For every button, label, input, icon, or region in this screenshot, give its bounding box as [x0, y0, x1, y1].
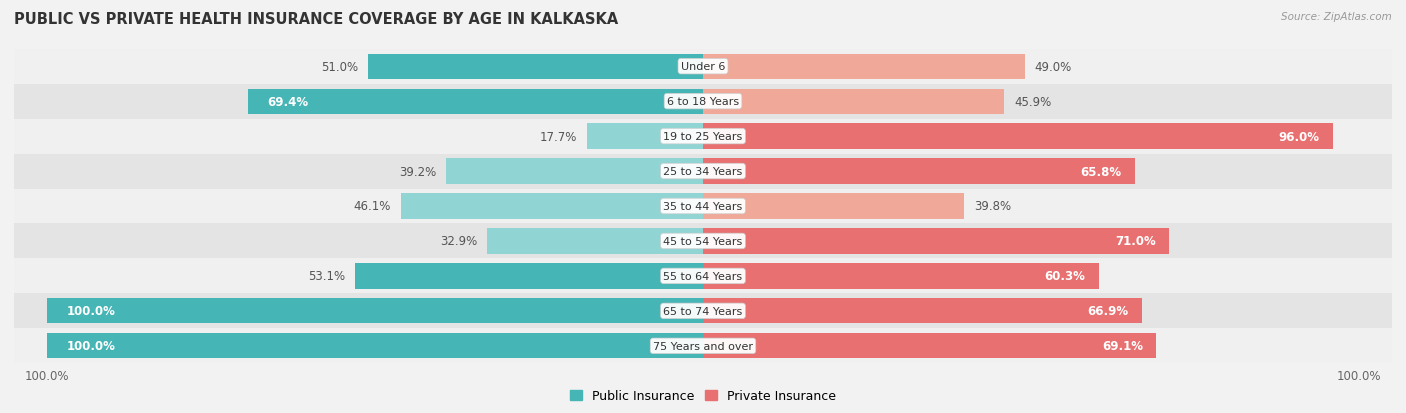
Text: 39.8%: 39.8%	[974, 200, 1011, 213]
Bar	[14, 189, 1392, 224]
Bar	[14, 154, 1392, 189]
Text: 35 to 44 Years: 35 to 44 Years	[664, 202, 742, 211]
Text: PUBLIC VS PRIVATE HEALTH INSURANCE COVERAGE BY AGE IN KALKASKA: PUBLIC VS PRIVATE HEALTH INSURANCE COVER…	[14, 12, 619, 27]
Bar	[14, 294, 1392, 329]
Legend: Public Insurance, Private Insurance: Public Insurance, Private Insurance	[565, 385, 841, 408]
Bar	[247, 89, 703, 114]
Text: 45.9%: 45.9%	[1014, 95, 1052, 108]
Bar	[486, 229, 703, 254]
Bar	[14, 329, 1392, 363]
Text: Under 6: Under 6	[681, 62, 725, 72]
Bar	[703, 263, 1098, 289]
Bar	[368, 55, 703, 80]
Text: 39.2%: 39.2%	[399, 165, 436, 178]
Text: 66.9%: 66.9%	[1088, 305, 1129, 318]
Text: 69.1%: 69.1%	[1102, 339, 1143, 352]
Bar	[401, 194, 703, 219]
Text: 6 to 18 Years: 6 to 18 Years	[666, 97, 740, 107]
Bar	[14, 119, 1392, 154]
Bar	[354, 263, 703, 289]
Text: 100.0%: 100.0%	[66, 339, 115, 352]
Text: 17.7%: 17.7%	[540, 130, 576, 143]
Bar	[703, 55, 1025, 80]
Bar	[446, 159, 703, 184]
Bar	[703, 229, 1168, 254]
Text: 69.4%: 69.4%	[267, 95, 308, 108]
Text: 19 to 25 Years: 19 to 25 Years	[664, 132, 742, 142]
Bar	[14, 50, 1392, 84]
Bar	[14, 259, 1392, 294]
Bar	[703, 333, 1156, 358]
Bar	[14, 84, 1392, 119]
Text: 65 to 74 Years: 65 to 74 Years	[664, 306, 742, 316]
Text: 51.0%: 51.0%	[322, 61, 359, 74]
Text: 32.9%: 32.9%	[440, 235, 477, 248]
Bar	[586, 124, 703, 150]
Text: 65.8%: 65.8%	[1080, 165, 1122, 178]
Text: 46.1%: 46.1%	[353, 200, 391, 213]
Bar	[703, 159, 1135, 184]
Bar	[46, 333, 703, 358]
Text: 71.0%: 71.0%	[1115, 235, 1156, 248]
Text: 49.0%: 49.0%	[1035, 61, 1071, 74]
Bar	[703, 124, 1333, 150]
Text: 55 to 64 Years: 55 to 64 Years	[664, 271, 742, 281]
Text: 96.0%: 96.0%	[1279, 130, 1320, 143]
Text: 100.0%: 100.0%	[66, 305, 115, 318]
Text: 75 Years and over: 75 Years and over	[652, 341, 754, 351]
Bar	[14, 224, 1392, 259]
Bar	[703, 89, 1004, 114]
Text: 25 to 34 Years: 25 to 34 Years	[664, 166, 742, 177]
Text: 45 to 54 Years: 45 to 54 Years	[664, 236, 742, 247]
Bar	[703, 299, 1142, 324]
Bar	[46, 299, 703, 324]
Bar	[703, 194, 965, 219]
Text: 60.3%: 60.3%	[1045, 270, 1085, 283]
Text: 53.1%: 53.1%	[308, 270, 344, 283]
Text: Source: ZipAtlas.com: Source: ZipAtlas.com	[1281, 12, 1392, 22]
